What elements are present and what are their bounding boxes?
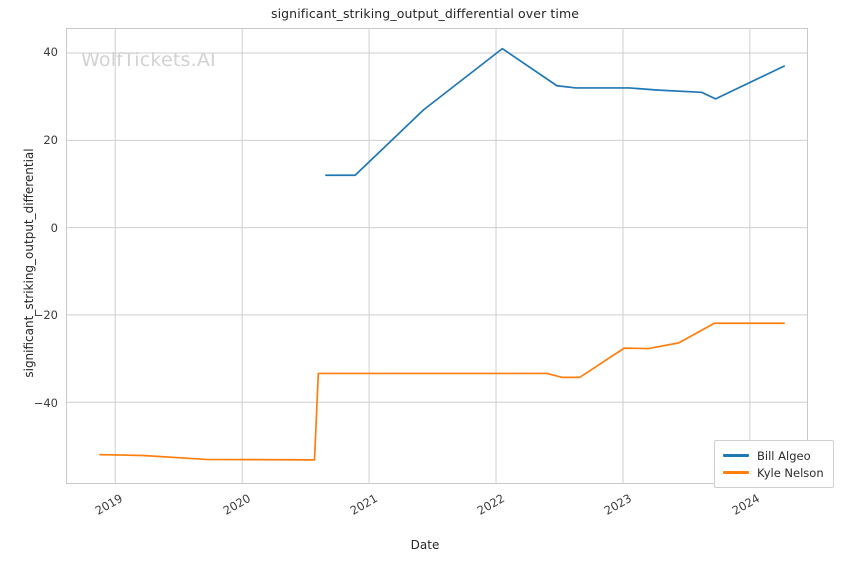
- grid-lines: [67, 29, 807, 483]
- y-tick-label: −20: [33, 308, 58, 323]
- x-tick-label: 2021: [347, 491, 380, 518]
- data-series-lines: [99, 47, 785, 461]
- x-tick-label: 2020: [220, 491, 253, 518]
- plot-area: WolfTickets.AI: [66, 28, 808, 484]
- legend-swatch-icon: [723, 471, 749, 474]
- y-axis-ticks: 40 20 0 −20 −40: [0, 0, 58, 561]
- x-axis-label: Date: [410, 538, 440, 552]
- y-tick-label: −40: [33, 395, 58, 410]
- y-tick-label: 0: [50, 220, 58, 235]
- x-tick-label: 2023: [602, 491, 635, 518]
- legend-label: Bill Algeo: [757, 448, 811, 463]
- y-tick-label: 20: [43, 132, 58, 147]
- legend-item-0[interactable]: Bill Algeo: [723, 447, 824, 464]
- y-axis-label: significant_striking_output_differential: [22, 148, 36, 378]
- chart-legend: Bill Algeo Kyle Nelson: [714, 440, 834, 488]
- y-tick-label: 40: [43, 45, 58, 60]
- series-line-1: [99, 322, 785, 461]
- x-tick-label: 2019: [93, 491, 126, 518]
- legend-item-1[interactable]: Kyle Nelson: [723, 464, 824, 481]
- x-tick-label: 2024: [729, 491, 762, 518]
- chart-title: significant_striking_output_differential…: [270, 6, 580, 21]
- series-line-0: [325, 47, 785, 177]
- legend-label: Kyle Nelson: [757, 465, 824, 480]
- x-tick-label: 2022: [474, 491, 508, 518]
- legend-swatch-icon: [723, 454, 749, 457]
